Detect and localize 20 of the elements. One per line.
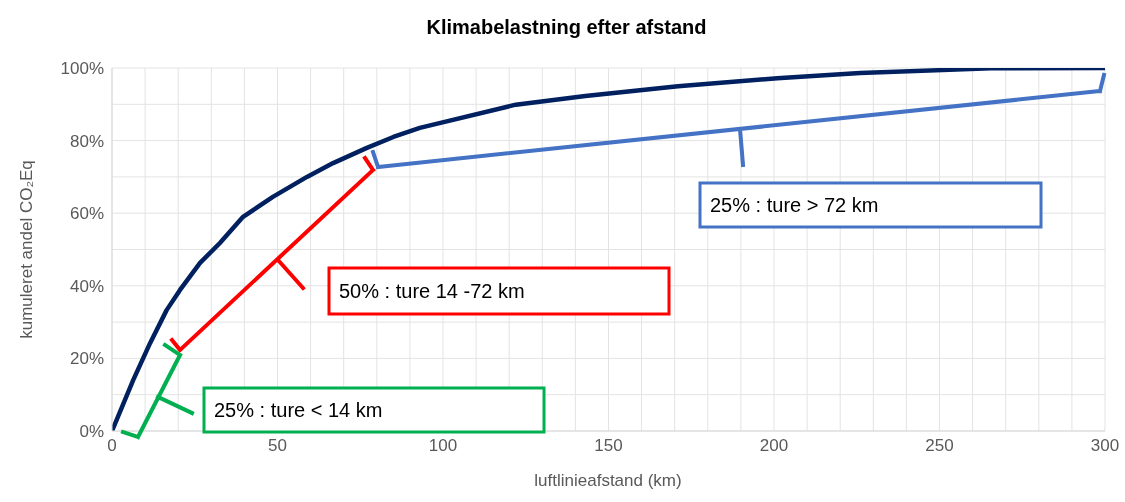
line-series [112, 68, 1105, 431]
y-tick-label: 20% [69, 349, 104, 369]
x-axis-title: luftlinieafstand (km) [534, 471, 682, 490]
y-tick-label: 80% [69, 131, 104, 151]
y-tick-label: 60% [69, 204, 104, 224]
annotation: 25% : ture < 14 km [214, 399, 383, 421]
annotation: 25% : ture > 72 km [710, 194, 879, 216]
x-tick-label: 50 [268, 436, 287, 456]
chart-title: Klimabelastning efter afstand [425, 16, 708, 39]
y-tick-label: 40% [69, 276, 104, 296]
x-tick-label: 250 [925, 436, 954, 456]
x-tick-label: 300 [1090, 436, 1120, 456]
y-tick-label: 0% [79, 422, 104, 442]
x-tick-label: 200 [759, 436, 789, 456]
annotation: 50% : ture 14 -72 km [339, 280, 525, 302]
y-tick-label: 100% [60, 59, 104, 79]
x-tick-label: 150 [594, 436, 623, 456]
y-axis-title: kumuleret andel CO₂Eq [17, 160, 37, 339]
x-tick-label: 0 [107, 436, 117, 456]
x-tick-label: 100 [428, 436, 458, 456]
